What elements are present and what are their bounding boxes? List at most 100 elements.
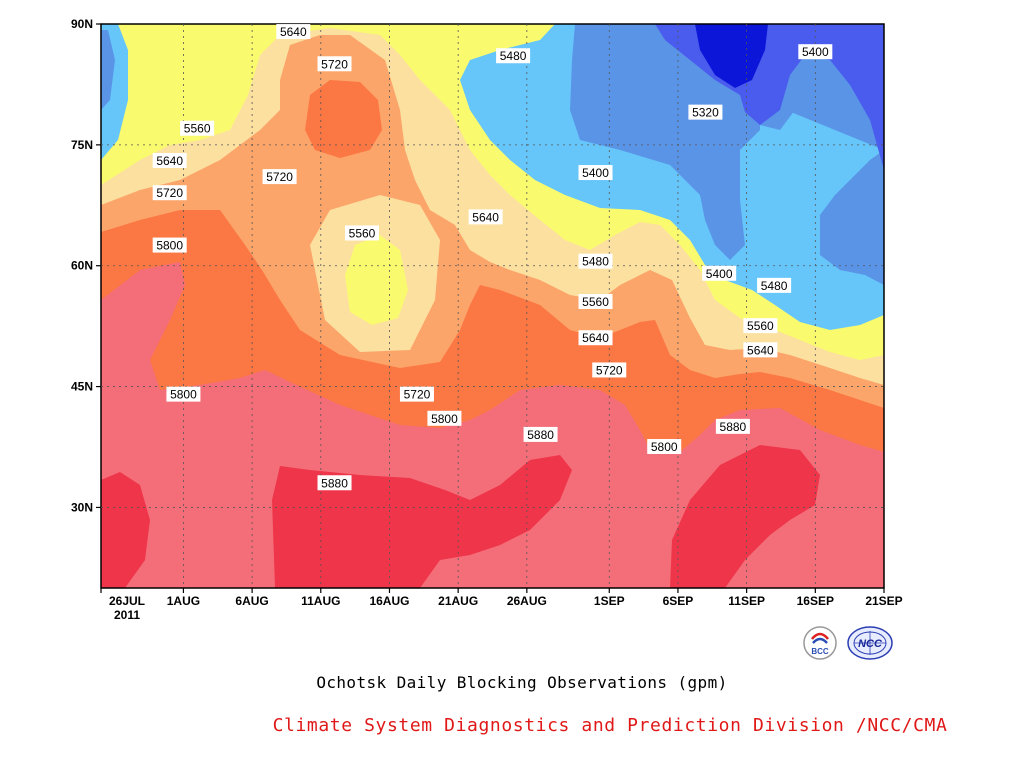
contour-label: 5320 <box>688 104 723 120</box>
contour-fill-layer <box>101 24 884 588</box>
contour-label-text: 5560 <box>184 122 211 136</box>
x-tick-label: 21SEP <box>865 594 902 608</box>
x-tick-label: 11AUG <box>301 594 340 608</box>
contour-label: 5880 <box>715 418 750 434</box>
contour-label: 5800 <box>427 410 462 426</box>
x-tick-label: 6AUG <box>235 594 268 608</box>
contour-label-text: 5400 <box>802 45 829 59</box>
contour-label-bg <box>166 386 201 402</box>
x-tick-label: 11SEP <box>728 594 765 608</box>
contour-label-text: 5720 <box>266 170 293 184</box>
band-below-5320 <box>695 24 768 88</box>
contour-label: 5480 <box>578 253 613 269</box>
contour-label-bg <box>578 165 613 181</box>
contour-label-text: 5720 <box>404 388 431 402</box>
contour-label: 5720 <box>317 56 352 72</box>
contour-label-text: 5880 <box>527 428 554 442</box>
contour-labels: 5640572055605640572057205800556056405480… <box>152 24 833 491</box>
contour-label: 5480 <box>496 48 531 64</box>
contour-label: 5640 <box>468 209 503 225</box>
contour-label-bg <box>743 342 778 358</box>
contour-label-bg <box>468 209 503 225</box>
contour-label-text: 5400 <box>706 267 733 281</box>
x-tick-label: 1AUG <box>167 594 200 608</box>
contour-label: 5400 <box>578 165 613 181</box>
contour-label: 5640 <box>578 330 613 346</box>
contour-label-bg <box>715 418 750 434</box>
contour-label-text: 5640 <box>747 343 774 357</box>
contour-label-text: 5720 <box>321 57 348 71</box>
contour-label: 5480 <box>757 277 792 293</box>
contour-label-text: 5480 <box>761 279 788 293</box>
contour-label-text: 5560 <box>747 319 774 333</box>
contour-label-bg <box>152 152 187 168</box>
band-5400-5480-b <box>570 24 760 260</box>
contour-label: 5720 <box>152 185 187 201</box>
contour-label-bg <box>427 410 462 426</box>
contour-label-text: 5720 <box>156 186 183 200</box>
contour-label: 5880 <box>317 475 352 491</box>
contour-label-bg <box>152 185 187 201</box>
contour-label: 5400 <box>798 44 833 60</box>
band-5560-inner <box>345 235 408 325</box>
contour-label: 5880 <box>523 426 558 442</box>
contour-label-text: 5400 <box>582 166 609 180</box>
contour-label: 5400 <box>702 265 737 281</box>
contour-label-bg <box>757 277 792 293</box>
contour-label-text: 5880 <box>321 476 348 490</box>
contour-label-bg <box>688 104 723 120</box>
contour-label-text: 5880 <box>720 420 747 434</box>
contour-label-bg <box>496 48 531 64</box>
band-above-5960-c <box>670 445 820 588</box>
x-tick-label: 21AUG <box>438 594 478 608</box>
contour-label-bg <box>345 225 379 241</box>
y-tick-label: 30N <box>71 500 93 514</box>
contour-label-text: 5480 <box>500 49 527 63</box>
ncc-logo: NCC <box>846 625 894 661</box>
contour-label-text: 5720 <box>596 363 623 377</box>
x-tick-label: 26JUL <box>109 594 145 608</box>
contour-label: 5800 <box>647 439 682 454</box>
contour-label-bg <box>317 475 352 491</box>
x-tick-label: 26AUG <box>507 594 547 608</box>
contour-label: 5720 <box>399 386 434 402</box>
contour-label-text: 5800 <box>431 412 458 426</box>
contour-label: 5560 <box>743 318 778 334</box>
contour-label: 5720 <box>592 362 627 378</box>
contour-label-bg <box>578 293 613 309</box>
contour-label: 5640 <box>152 152 187 168</box>
x-tick-label: 6SEP <box>663 594 694 608</box>
contour-label-bg <box>702 265 737 281</box>
svg-text:NCC: NCC <box>858 638 883 650</box>
contour-label-bg <box>578 253 613 269</box>
contour-label-bg <box>647 439 682 454</box>
contour-label-bg <box>578 330 613 346</box>
x-tick-label: 16SEP <box>797 594 834 608</box>
contour-label: 5800 <box>166 386 201 402</box>
contour-label: 5560 <box>180 120 215 136</box>
y-tick-label: 60N <box>71 259 93 273</box>
contour-label-text: 5800 <box>170 388 197 402</box>
contour-label-text: 5560 <box>582 295 609 309</box>
y-tick-label: 45N <box>71 380 93 394</box>
contour-label-text: 5640 <box>472 210 499 224</box>
x-tick-label: 16AUG <box>369 594 409 608</box>
y-axis: 30N 45N 60N 75N 90N <box>71 17 101 514</box>
contour-label-bg <box>399 386 434 402</box>
contour-label-text: 5640 <box>280 25 307 39</box>
contour-label-bg <box>262 169 297 185</box>
contour-label: 5560 <box>345 225 379 241</box>
band-west-blue-2 <box>101 30 115 110</box>
contour-label-text: 5480 <box>582 255 609 269</box>
contour-label: 5560 <box>578 293 613 309</box>
x-axis: 26JUL 1AUG 6AUG 11AUG 16AUG 21AUG 26AUG 1SEP 6SE… <box>100 588 903 608</box>
contour-label-text: 5800 <box>651 440 678 454</box>
contour-label: 5720 <box>262 169 297 185</box>
contour-label-bg <box>798 44 833 60</box>
contour-label-text: 5320 <box>692 106 719 120</box>
y-tick-label: 90N <box>71 17 93 31</box>
plot-frame <box>100 23 885 589</box>
chart-credit: Climate System Diagnostics and Predictio… <box>272 715 948 736</box>
contour-label-text: 5640 <box>582 331 609 345</box>
